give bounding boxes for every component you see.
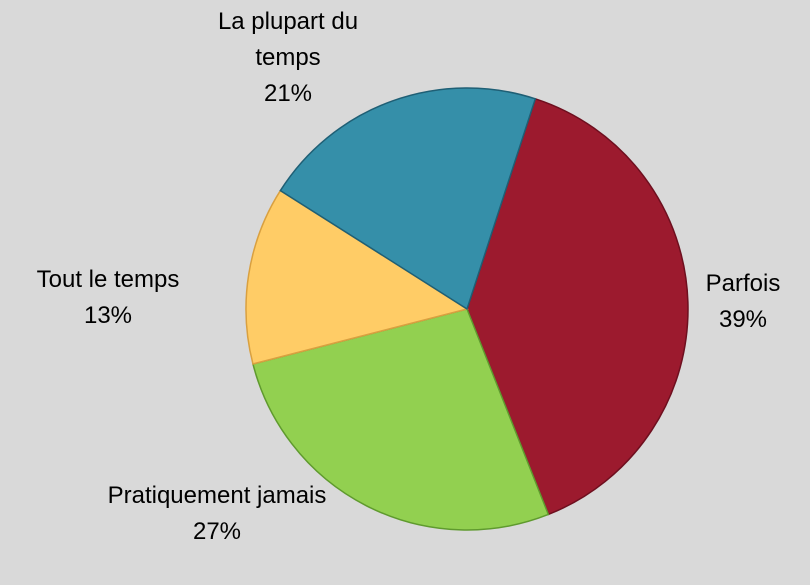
category-label: Pratiquement jamais <box>107 482 327 509</box>
pie-slice <box>466 97 689 516</box>
category-label: Parfois <box>705 270 781 297</box>
pie-slice <box>252 308 550 531</box>
value-label: 27% <box>192 518 242 545</box>
value-label: 39% <box>718 306 768 333</box>
pie-slice <box>279 87 537 311</box>
pie-slice <box>245 189 469 365</box>
category-label: Tout le temps <box>36 266 180 293</box>
slice-label: La plupart du temps 21% <box>183 4 393 112</box>
slice-label: Tout le temps 13% <box>8 262 208 334</box>
slice-label: Pratiquement jamais 27% <box>107 478 327 550</box>
category-label: La plupart du temps <box>217 8 359 71</box>
slice-label: Parfois 39% <box>683 266 803 338</box>
value-label: 21% <box>263 80 313 107</box>
value-label: 13% <box>83 302 133 329</box>
